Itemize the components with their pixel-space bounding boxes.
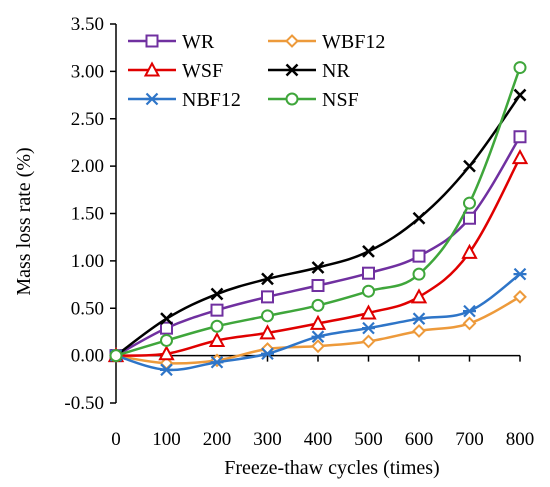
legend-label: NBF12	[182, 89, 241, 111]
data-point-nsf	[261, 309, 274, 323]
data-point-nr	[362, 245, 375, 258]
y-tick-label: 0.50	[71, 298, 104, 319]
data-point-wbf12	[412, 324, 426, 338]
data-point-nsf	[412, 267, 426, 281]
y-tick-label: 2.50	[71, 109, 104, 130]
x-tick-label: 800	[506, 429, 535, 450]
legend-swatch-marker	[285, 92, 299, 106]
legend-swatch-marker	[285, 63, 299, 77]
legend-swatch-marker	[145, 34, 159, 48]
legend-label: WSF	[182, 60, 223, 82]
x-tick-label: 300	[253, 429, 282, 450]
data-point-nr	[412, 211, 426, 225]
x-tick-label: 500	[354, 429, 383, 450]
legend-swatch-marker	[143, 61, 161, 77]
data-point-nr	[311, 261, 325, 274]
x-tick-label: 700	[455, 429, 484, 450]
y-tick-labels: -0.50 0.00 0.50 1.00 1.50 2.00 2.50 3.00 3.50	[64, 14, 104, 414]
data-point-wsf	[259, 324, 276, 340]
y-tick-label: 1.50	[71, 204, 104, 225]
data-point-nr	[210, 287, 224, 301]
legend-item-nsf: NSF	[268, 89, 359, 111]
series-layer	[107, 61, 529, 377]
x-tick-label: 0	[111, 429, 121, 450]
data-point-nsf	[463, 196, 476, 210]
y-tick-label: 1.00	[71, 251, 104, 272]
data-point-nbf12	[160, 363, 173, 377]
data-point-nbf12	[261, 347, 274, 361]
data-point-nsf	[311, 298, 325, 312]
y-tick-label: -0.50	[64, 393, 104, 414]
data-point-wr	[311, 279, 325, 293]
x-tick-label: 400	[304, 429, 333, 450]
x-axis-title: Freeze-thaw cycles (times)	[224, 457, 439, 479]
legend-label: WR	[182, 31, 215, 53]
data-point-nsf	[160, 333, 173, 347]
data-point-wbf12	[462, 316, 477, 331]
data-point-nbf12	[412, 312, 426, 325]
data-point-wsf	[309, 314, 327, 330]
legend-item-nr: NR	[268, 60, 350, 82]
data-point-wsf	[360, 304, 377, 320]
data-point-nbf12	[513, 267, 527, 281]
data-point-nsf	[109, 349, 123, 363]
y-tick-label: 2.00	[71, 156, 104, 177]
x-tick-label: 600	[405, 429, 434, 450]
x-tick-labels: 0 100 200 300 400 500 600 700 800	[111, 429, 534, 450]
data-point-nbf12	[311, 330, 325, 343]
legend-label: NSF	[322, 89, 359, 111]
data-point-nr	[463, 159, 476, 173]
legend-item-nbf12: NBF12	[128, 89, 241, 111]
data-point-wsf	[511, 148, 529, 165]
data-point-wsf	[461, 243, 478, 259]
data-point-nsf	[513, 61, 527, 75]
data-point-nbf12	[210, 355, 224, 369]
data-point-wr	[513, 130, 527, 144]
y-axis-title: Mass loss rate (%)	[13, 147, 35, 295]
legend-item-wsf: WSF	[128, 60, 223, 82]
legend-label: WBF12	[322, 31, 385, 53]
data-point-wbf12	[361, 334, 376, 349]
legend-swatch-marker	[145, 92, 159, 106]
y-tick-label: 3.50	[71, 14, 104, 35]
series-wsf	[107, 148, 529, 363]
data-point-nsf	[362, 284, 375, 298]
series-nbf12	[109, 267, 527, 377]
x-tick-label: 200	[203, 429, 232, 450]
data-point-wbf12	[311, 339, 325, 354]
series-nsf	[109, 61, 527, 363]
data-point-nr	[160, 312, 173, 326]
data-point-wsf	[208, 331, 226, 347]
y-tick-label: 0.00	[71, 346, 104, 367]
data-point-nbf12	[463, 304, 476, 318]
data-point-wsf	[410, 288, 428, 304]
legend: WR WBF12 WSF NR NBF12 NSF	[128, 31, 385, 111]
data-point-wr	[362, 266, 375, 280]
data-point-wr	[210, 303, 224, 317]
data-point-nr	[261, 272, 274, 286]
data-point-wr	[160, 321, 173, 335]
data-point-nr	[513, 88, 527, 102]
legend-item-wbf12: WBF12	[268, 31, 385, 53]
data-point-nsf	[210, 319, 224, 333]
data-point-wr	[463, 211, 476, 225]
data-point-wr	[261, 290, 274, 304]
y-tick-label: 3.00	[71, 61, 104, 82]
data-point-wsf	[158, 345, 175, 361]
legend-item-wr: WR	[128, 31, 215, 53]
data-point-nbf12	[362, 321, 375, 335]
legend-swatch-marker	[285, 34, 299, 48]
data-point-wbf12	[513, 289, 527, 304]
x-tick-label: 100	[152, 429, 181, 450]
data-point-wbf12	[210, 353, 224, 368]
legend-label: NR	[322, 60, 350, 82]
data-point-wr	[412, 249, 426, 263]
series-nr	[109, 88, 527, 363]
